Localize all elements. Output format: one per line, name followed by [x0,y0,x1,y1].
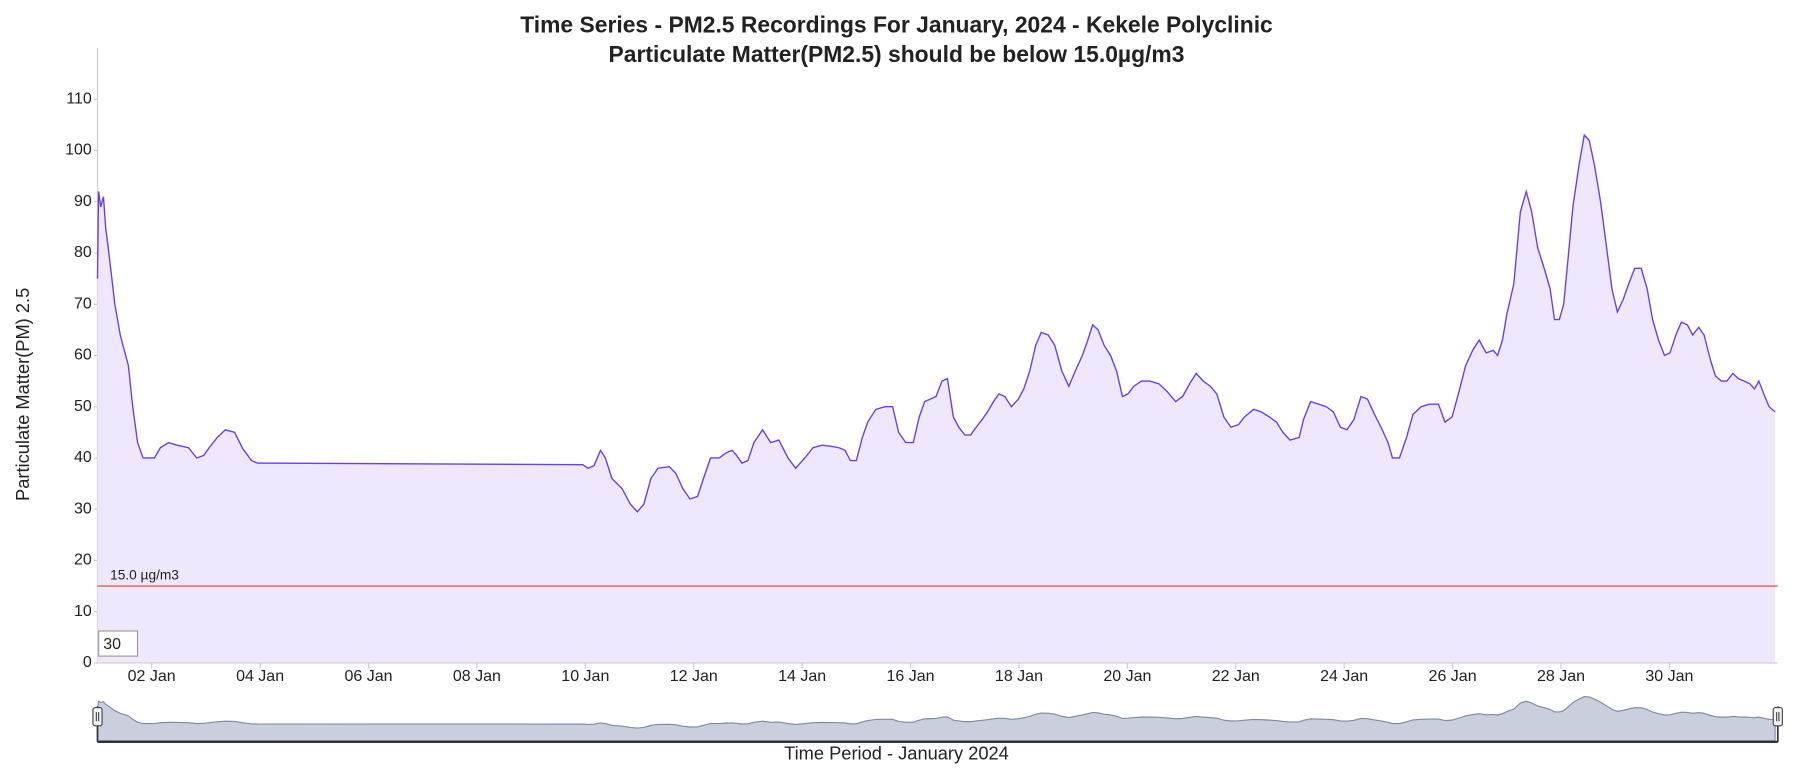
threshold-label: 15.0 µg/m3 [110,567,179,582]
y-axis-title: Particulate Matter(PM) 2.5 [12,288,33,501]
y-tick-label: 0 [83,654,92,671]
navigator-series [96,695,1776,742]
y-tick-label: 90 [74,193,92,210]
x-tick-label: 18 Jan [995,668,1043,685]
x-tick-label: 30 Jan [1645,668,1693,685]
x-tick-label: 04 Jan [236,668,284,685]
x-tick-label: 12 Jan [670,668,718,685]
chart-title: Time Series - PM2.5 Recordings For Janua… [520,11,1273,37]
y-tick-label: 60 [74,347,92,364]
y-tick-label: 110 [66,90,92,107]
y-tick-label: 80 [74,244,92,261]
zoom-input: 30 [103,636,121,653]
series-area [97,135,1776,663]
y-tick-label: 30 [74,500,92,517]
y-tick-label: 10 [74,603,92,620]
y-tick-label: 50 [74,398,92,415]
navigator-handle [1772,706,1783,727]
y-tick-label: 20 [74,552,92,569]
chart-subtitle: Particulate Matter(PM2.5) should be belo… [609,41,1185,67]
x-tick-label: 08 Jan [453,668,501,685]
x-tick-label: 06 Jan [344,668,392,685]
series-line [96,133,1776,513]
zoom-input-box [98,630,139,657]
y-tick-label: 40 [74,449,92,466]
x-tick-label: 28 Jan [1537,668,1585,685]
x-axis-title: Time Period - January 2024 [784,742,1009,763]
x-tick-label: 14 Jan [778,668,826,685]
x-tick-label: 24 Jan [1320,668,1368,685]
y-tick-label: 100 [65,142,92,159]
x-tick-label: 22 Jan [1212,668,1260,685]
x-tick-label: 02 Jan [128,668,176,685]
y-tick-label: 70 [74,295,92,312]
x-tick-label: 10 Jan [561,668,609,685]
x-tick-label: 26 Jan [1429,668,1477,685]
navigator-handle [92,706,103,727]
x-tick-label: 20 Jan [1103,668,1151,685]
x-tick-label: 16 Jan [887,668,935,685]
